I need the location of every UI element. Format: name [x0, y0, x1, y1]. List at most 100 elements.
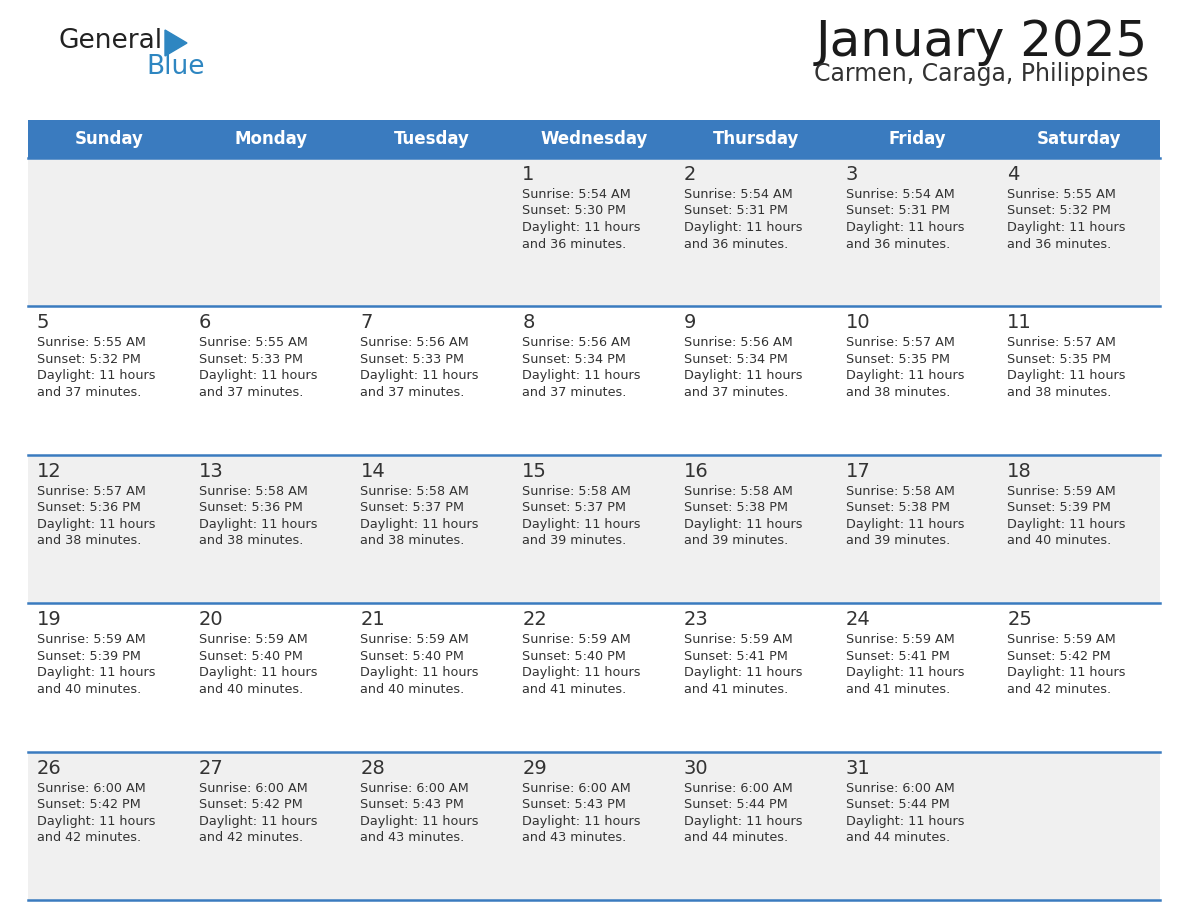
Text: and 39 minutes.: and 39 minutes. — [846, 534, 950, 547]
Text: 27: 27 — [198, 758, 223, 778]
Text: Daylight: 11 hours: Daylight: 11 hours — [846, 221, 965, 234]
Text: 17: 17 — [846, 462, 871, 481]
Text: Sunset: 5:43 PM: Sunset: 5:43 PM — [360, 798, 465, 812]
Text: and 37 minutes.: and 37 minutes. — [198, 386, 303, 399]
Text: Sunrise: 5:57 AM: Sunrise: 5:57 AM — [846, 336, 954, 350]
Text: Wednesday: Wednesday — [541, 130, 647, 148]
Text: 26: 26 — [37, 758, 62, 778]
Text: Sunset: 5:40 PM: Sunset: 5:40 PM — [198, 650, 303, 663]
Text: Sunset: 5:39 PM: Sunset: 5:39 PM — [37, 650, 141, 663]
Text: Sunrise: 5:59 AM: Sunrise: 5:59 AM — [1007, 633, 1116, 646]
Text: and 38 minutes.: and 38 minutes. — [198, 534, 303, 547]
Bar — [29, 454, 1159, 603]
Text: Sunset: 5:33 PM: Sunset: 5:33 PM — [198, 353, 303, 366]
Text: Sunset: 5:37 PM: Sunset: 5:37 PM — [523, 501, 626, 514]
Text: Daylight: 11 hours: Daylight: 11 hours — [523, 814, 640, 828]
Text: Sunrise: 6:00 AM: Sunrise: 6:00 AM — [198, 781, 308, 795]
Text: 28: 28 — [360, 758, 385, 778]
Text: Sunrise: 5:58 AM: Sunrise: 5:58 AM — [198, 485, 308, 498]
Text: and 41 minutes.: and 41 minutes. — [846, 683, 950, 696]
Text: Sunrise: 5:57 AM: Sunrise: 5:57 AM — [1007, 336, 1117, 350]
Text: Sunset: 5:33 PM: Sunset: 5:33 PM — [360, 353, 465, 366]
Text: 19: 19 — [37, 610, 62, 629]
Text: and 40 minutes.: and 40 minutes. — [1007, 534, 1112, 547]
Text: Daylight: 11 hours: Daylight: 11 hours — [198, 518, 317, 531]
Text: and 42 minutes.: and 42 minutes. — [198, 831, 303, 844]
Text: Daylight: 11 hours: Daylight: 11 hours — [198, 666, 317, 679]
Text: Sunrise: 5:54 AM: Sunrise: 5:54 AM — [523, 188, 631, 201]
Text: 31: 31 — [846, 758, 871, 778]
Text: and 44 minutes.: and 44 minutes. — [684, 831, 788, 844]
Text: and 36 minutes.: and 36 minutes. — [523, 238, 626, 251]
Text: Daylight: 11 hours: Daylight: 11 hours — [846, 666, 965, 679]
Text: Sunset: 5:34 PM: Sunset: 5:34 PM — [523, 353, 626, 366]
Text: and 40 minutes.: and 40 minutes. — [37, 683, 141, 696]
Text: January 2025: January 2025 — [816, 18, 1148, 66]
Text: Sunset: 5:41 PM: Sunset: 5:41 PM — [846, 650, 949, 663]
Text: Sunrise: 5:58 AM: Sunrise: 5:58 AM — [684, 485, 792, 498]
Text: Sunset: 5:35 PM: Sunset: 5:35 PM — [846, 353, 949, 366]
Text: Daylight: 11 hours: Daylight: 11 hours — [37, 518, 156, 531]
Text: Sunrise: 5:59 AM: Sunrise: 5:59 AM — [1007, 485, 1116, 498]
Text: 5: 5 — [37, 313, 50, 332]
Text: 3: 3 — [846, 165, 858, 184]
Text: and 39 minutes.: and 39 minutes. — [523, 534, 626, 547]
Text: Blue: Blue — [146, 54, 204, 80]
Text: Carmen, Caraga, Philippines: Carmen, Caraga, Philippines — [814, 62, 1148, 86]
Text: Sunrise: 5:56 AM: Sunrise: 5:56 AM — [360, 336, 469, 350]
Text: 30: 30 — [684, 758, 708, 778]
Text: Daylight: 11 hours: Daylight: 11 hours — [198, 369, 317, 383]
Text: Sunrise: 5:56 AM: Sunrise: 5:56 AM — [523, 336, 631, 350]
Bar — [29, 307, 1159, 454]
Text: 21: 21 — [360, 610, 385, 629]
Text: and 36 minutes.: and 36 minutes. — [1007, 238, 1112, 251]
Text: Sunset: 5:31 PM: Sunset: 5:31 PM — [684, 205, 788, 218]
Text: Daylight: 11 hours: Daylight: 11 hours — [523, 518, 640, 531]
Text: and 37 minutes.: and 37 minutes. — [360, 386, 465, 399]
Text: 6: 6 — [198, 313, 211, 332]
Text: 24: 24 — [846, 610, 871, 629]
Text: Saturday: Saturday — [1037, 130, 1121, 148]
Text: 12: 12 — [37, 462, 62, 481]
Text: Sunset: 5:44 PM: Sunset: 5:44 PM — [846, 798, 949, 812]
Text: 16: 16 — [684, 462, 708, 481]
Text: Sunset: 5:40 PM: Sunset: 5:40 PM — [523, 650, 626, 663]
Text: and 40 minutes.: and 40 minutes. — [198, 683, 303, 696]
Text: and 42 minutes.: and 42 minutes. — [37, 831, 141, 844]
Text: Daylight: 11 hours: Daylight: 11 hours — [523, 221, 640, 234]
Text: Sunset: 5:42 PM: Sunset: 5:42 PM — [1007, 650, 1111, 663]
Text: and 41 minutes.: and 41 minutes. — [523, 683, 626, 696]
Text: 4: 4 — [1007, 165, 1019, 184]
Text: Sunrise: 6:00 AM: Sunrise: 6:00 AM — [360, 781, 469, 795]
Text: Daylight: 11 hours: Daylight: 11 hours — [360, 814, 479, 828]
Text: Sunset: 5:40 PM: Sunset: 5:40 PM — [360, 650, 465, 663]
Text: Daylight: 11 hours: Daylight: 11 hours — [360, 518, 479, 531]
Text: 20: 20 — [198, 610, 223, 629]
Text: Sunrise: 5:58 AM: Sunrise: 5:58 AM — [523, 485, 631, 498]
Text: Daylight: 11 hours: Daylight: 11 hours — [846, 814, 965, 828]
Text: Sunrise: 5:55 AM: Sunrise: 5:55 AM — [37, 336, 146, 350]
Text: 7: 7 — [360, 313, 373, 332]
Text: Daylight: 11 hours: Daylight: 11 hours — [360, 666, 479, 679]
Text: Sunset: 5:42 PM: Sunset: 5:42 PM — [198, 798, 303, 812]
Text: Thursday: Thursday — [713, 130, 798, 148]
Text: Sunrise: 5:55 AM: Sunrise: 5:55 AM — [198, 336, 308, 350]
Text: 1: 1 — [523, 165, 535, 184]
Bar — [29, 752, 1159, 900]
Text: Sunset: 5:31 PM: Sunset: 5:31 PM — [846, 205, 949, 218]
Text: Daylight: 11 hours: Daylight: 11 hours — [684, 814, 802, 828]
Text: Sunset: 5:44 PM: Sunset: 5:44 PM — [684, 798, 788, 812]
Text: and 37 minutes.: and 37 minutes. — [37, 386, 141, 399]
Text: Sunset: 5:43 PM: Sunset: 5:43 PM — [523, 798, 626, 812]
Text: Daylight: 11 hours: Daylight: 11 hours — [846, 369, 965, 383]
Text: Daylight: 11 hours: Daylight: 11 hours — [846, 518, 965, 531]
Text: Sunset: 5:39 PM: Sunset: 5:39 PM — [1007, 501, 1111, 514]
Text: Friday: Friday — [889, 130, 946, 148]
Text: Sunset: 5:38 PM: Sunset: 5:38 PM — [684, 501, 788, 514]
Text: Sunrise: 5:59 AM: Sunrise: 5:59 AM — [684, 633, 792, 646]
Text: Sunrise: 5:59 AM: Sunrise: 5:59 AM — [360, 633, 469, 646]
Text: Sunrise: 5:54 AM: Sunrise: 5:54 AM — [846, 188, 954, 201]
Text: Daylight: 11 hours: Daylight: 11 hours — [1007, 666, 1126, 679]
Text: and 38 minutes.: and 38 minutes. — [846, 386, 950, 399]
Bar — [29, 603, 1159, 752]
